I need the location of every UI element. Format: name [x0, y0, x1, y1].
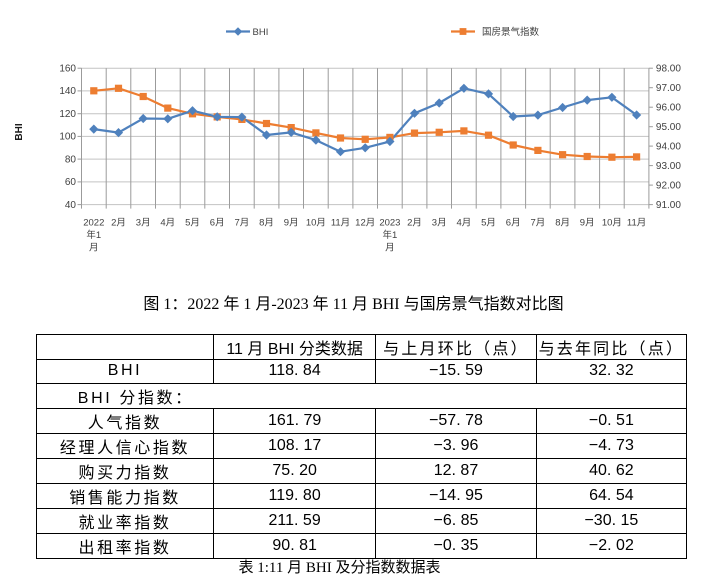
- svg-text:8月: 8月: [555, 218, 570, 229]
- svg-text:2月: 2月: [111, 218, 126, 229]
- svg-text:100: 100: [59, 132, 76, 143]
- svg-text:40: 40: [65, 200, 77, 211]
- svg-text:11月: 11月: [627, 218, 646, 229]
- svg-text:7月: 7月: [531, 218, 546, 229]
- svg-text:9月: 9月: [284, 218, 299, 229]
- svg-text:2月: 2月: [407, 218, 422, 229]
- svg-text:120: 120: [59, 109, 76, 120]
- svg-text:98.00: 98.00: [656, 63, 681, 74]
- svg-text:80: 80: [65, 154, 77, 165]
- svg-text:6月: 6月: [210, 218, 225, 229]
- svg-text:4月: 4月: [160, 218, 175, 229]
- svg-text:10月: 10月: [602, 218, 622, 229]
- svg-text:5月: 5月: [185, 218, 200, 229]
- svg-text:94.00: 94.00: [656, 141, 681, 152]
- svg-text:3月: 3月: [136, 218, 151, 229]
- svg-text:3月: 3月: [432, 218, 447, 229]
- svg-text:年1: 年1: [383, 229, 398, 241]
- svg-text:91.00: 91.00: [656, 200, 681, 211]
- svg-text:96.00: 96.00: [656, 102, 681, 113]
- svg-text:12月: 12月: [355, 218, 375, 229]
- svg-text:BHI: BHI: [14, 123, 25, 140]
- svg-text:2022: 2022: [83, 218, 104, 229]
- svg-text:9月: 9月: [580, 218, 595, 229]
- svg-text:10月: 10月: [306, 218, 326, 229]
- svg-text:11月: 11月: [331, 218, 350, 229]
- svg-text:BHI: BHI: [253, 27, 269, 38]
- svg-text:92.00: 92.00: [656, 180, 681, 191]
- svg-text:160: 160: [59, 63, 76, 74]
- svg-text:95.00: 95.00: [656, 122, 681, 133]
- svg-text:97.00: 97.00: [656, 83, 681, 94]
- svg-text:60: 60: [65, 177, 77, 188]
- svg-text:6月: 6月: [506, 218, 521, 229]
- svg-text:4月: 4月: [457, 218, 472, 229]
- svg-text:月: 月: [89, 243, 99, 254]
- svg-text:8月: 8月: [259, 218, 274, 229]
- svg-text:5月: 5月: [481, 218, 496, 229]
- svg-text:年1: 年1: [86, 229, 101, 241]
- svg-text:7月: 7月: [235, 218, 250, 229]
- svg-text:93.00: 93.00: [656, 161, 681, 172]
- svg-text:月: 月: [385, 243, 395, 254]
- svg-text:国房景气指数: 国房景气指数: [482, 26, 540, 38]
- svg-text:2023: 2023: [379, 218, 400, 229]
- svg-text:140: 140: [59, 86, 76, 97]
